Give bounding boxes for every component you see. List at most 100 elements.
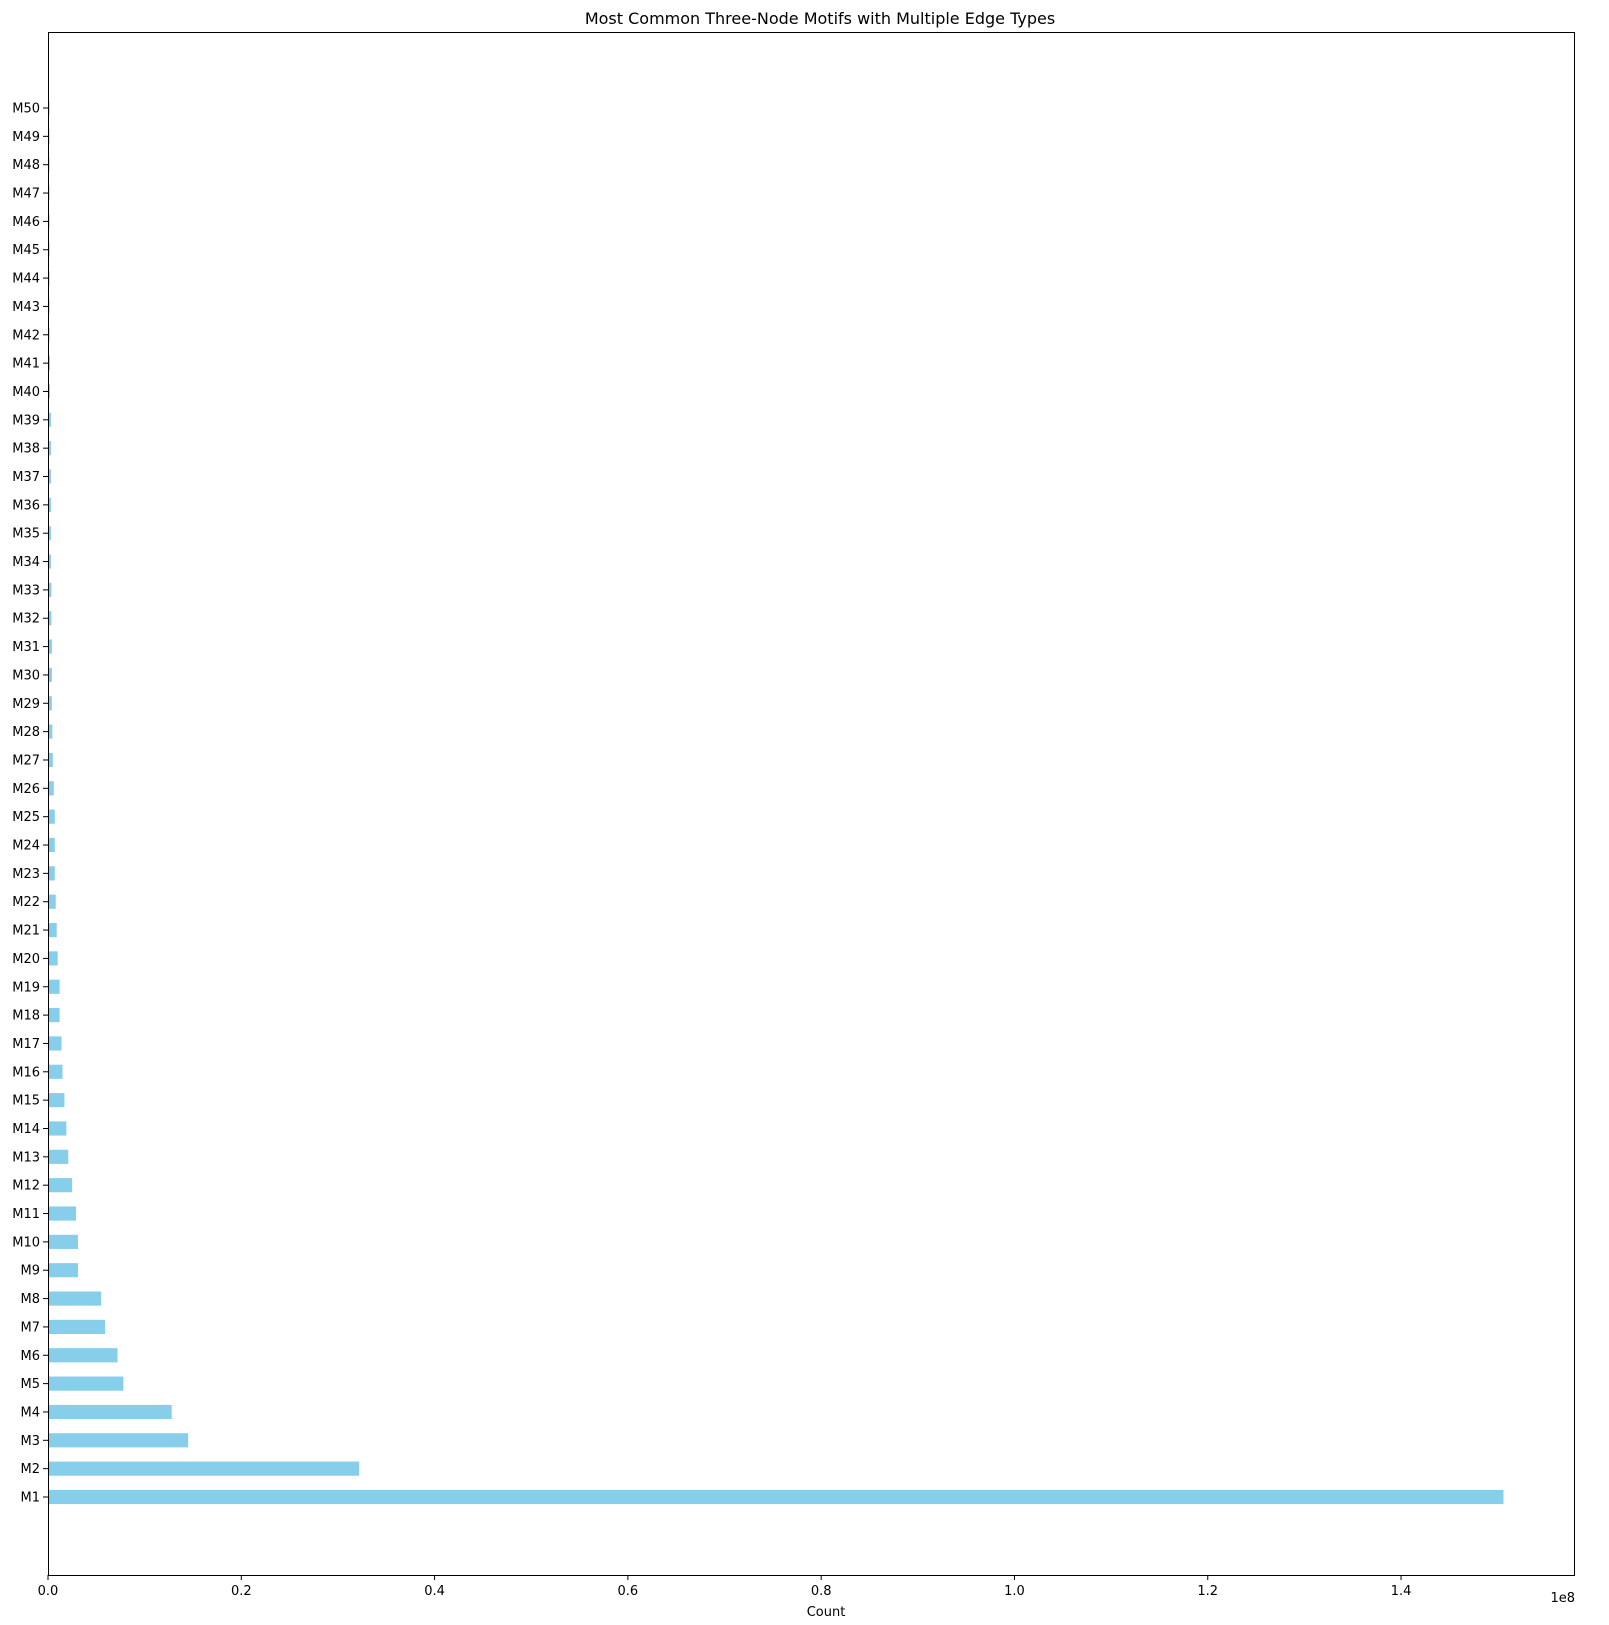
y-tick-label: M3 [21,1434,41,1449]
bar-m8 [48,1291,102,1306]
y-tick-label: M16 [12,1065,40,1080]
y-tick-label: M38 [12,442,40,457]
y-tick-label: M20 [12,952,40,967]
y-tick-label: M39 [12,413,40,428]
y-tick-label: M1 [21,1491,41,1506]
bar-m23 [48,866,55,881]
y-tick-label: M11 [12,1207,40,1222]
y-tick-label: M41 [12,357,40,372]
bar-m12 [48,1178,73,1193]
y-tick-label: M36 [12,498,40,513]
y-tick-label: M46 [12,215,40,230]
bar-m36 [48,497,51,512]
bar-m7 [48,1319,106,1335]
bar-m3 [48,1433,189,1448]
bar-m1 [48,1489,1504,1505]
bar-m37 [48,469,51,484]
bar-m15 [48,1093,65,1108]
x-tick-label: 0.2 [231,1584,252,1599]
bar-m13 [48,1149,69,1164]
y-tick-label: M15 [12,1094,40,1109]
x-tick-label: 0.6 [618,1584,639,1599]
y-tick-label: M14 [12,1122,40,1137]
bar-m28 [48,724,53,739]
x-tick-label: 1.0 [1004,1584,1025,1599]
bar-m24 [48,837,55,853]
y-tick-label: M49 [12,130,40,145]
y-tick-label: M34 [12,555,40,570]
y-tick-label: M44 [12,272,40,287]
bar-m35 [48,526,51,541]
y-tick-label: M40 [12,385,40,400]
y-tick-label: M8 [21,1292,41,1307]
y-tick-label: M33 [12,583,40,598]
bar-m30 [48,667,52,683]
y-tick-label: M23 [12,867,40,882]
bar-m39 [48,412,51,427]
y-tick-label: M4 [21,1405,41,1420]
bar-m6 [48,1348,118,1363]
y-tick-label: M29 [12,697,40,712]
y-tick-label: M2 [21,1462,41,1477]
y-tick-label: M12 [12,1179,40,1194]
x-ticks-group: 0.0 0.2 0.4 0.6 0.8 1.0 1.2 1.4 [38,1575,1412,1599]
bar-m34 [48,554,51,569]
y-tick-label: M10 [12,1235,40,1250]
y-tick-label: M50 [12,102,40,117]
y-tick-label: M17 [12,1037,40,1052]
y-tick-label: M43 [12,300,40,315]
y-tick-label: M19 [12,980,40,995]
bar-m26 [48,781,54,796]
bar-m16 [48,1064,63,1079]
bar-m25 [48,809,55,824]
y-tick-label: M9 [21,1264,41,1279]
bar-m20 [48,951,58,966]
y-tick-label: M42 [12,328,40,343]
y-tick-label: M5 [21,1377,41,1392]
y-tick-label: M6 [21,1349,41,1364]
x-tick-label: 0.0 [38,1584,59,1599]
y-tick-label: M22 [12,895,40,910]
y-tick-label: M30 [12,668,40,683]
y-tick-label: M18 [12,1009,40,1024]
plot-frame [48,32,1575,1576]
bar-m18 [48,1008,60,1023]
x-tick-label: 1.4 [1391,1584,1412,1599]
bar-m38 [48,441,51,456]
y-tick-label: M25 [12,810,40,825]
bar-m21 [48,922,57,938]
x-tick-label: 1.2 [1197,1584,1218,1599]
bar-m9 [48,1263,78,1278]
bar-m5 [48,1376,124,1391]
y-tick-label: M7 [21,1320,41,1335]
y-tick-label: M24 [12,839,40,854]
y-tick-label: M35 [12,527,40,542]
bar-m17 [48,1036,62,1051]
bar-m10 [48,1234,78,1249]
chart-title: Most Common Three-Node Motifs with Multi… [585,9,1055,28]
x-tick-label: 0.4 [424,1584,445,1599]
y-tick-label: M32 [12,612,40,627]
y-tick-label: M27 [12,753,40,768]
y-tick-label: M45 [12,243,40,258]
y-tick-label: M26 [12,782,40,797]
bar-m31 [48,639,52,654]
y-tick-label: M48 [12,158,40,173]
bar-m27 [48,752,53,768]
bar-m32 [48,611,52,626]
x-axis-label: Count [807,1605,846,1620]
bar-m29 [48,696,52,711]
y-tick-label: M37 [12,470,40,485]
x-offset-label: 1e8 [1550,1591,1575,1606]
y-tick-label: M28 [12,725,40,740]
bars-group [48,100,1504,1505]
x-tick-label: 0.8 [811,1584,832,1599]
bar-m4 [48,1404,172,1420]
y-ticks-group: M1 M2 M3 M4 M5 M6 M7 M8 M9 M10 M11 M12 M13 M14 M15 M16 M… [12,102,48,1506]
bar-m11 [48,1206,77,1221]
y-tick-label: M47 [12,187,40,202]
bar-m14 [48,1121,67,1136]
y-tick-label: M13 [12,1150,40,1165]
y-tick-label: M21 [12,924,40,939]
